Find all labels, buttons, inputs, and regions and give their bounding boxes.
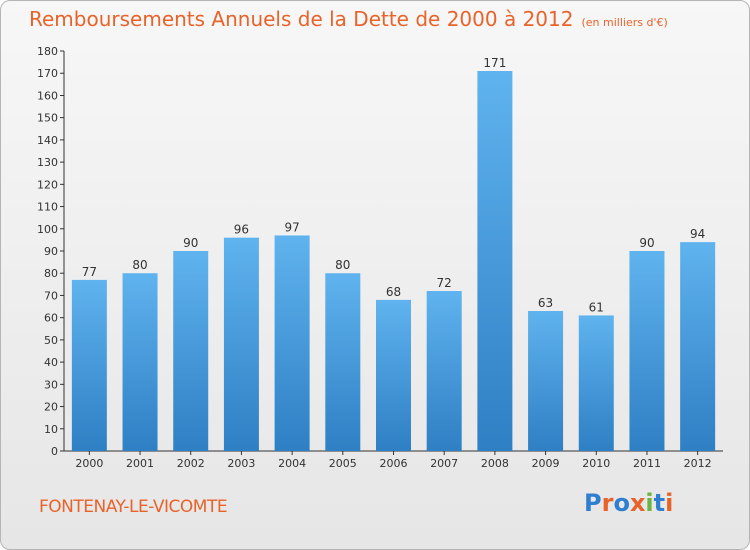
bar-value-label: 90: [639, 236, 654, 250]
bar: [376, 299, 411, 451]
logo-letter: i: [665, 489, 674, 517]
bar-value-label: 61: [589, 300, 604, 314]
y-tick-label: 160: [37, 89, 58, 102]
title-unit: (en milliers d'€): [581, 16, 668, 29]
bar: [223, 237, 259, 451]
y-tick-label: 110: [37, 201, 58, 214]
bar: [122, 273, 158, 451]
bar: [173, 251, 209, 451]
x-tick-label: 2009: [532, 457, 560, 470]
x-tick-label: 2011: [633, 457, 661, 470]
y-tick-label: 100: [37, 223, 58, 236]
bar: [477, 71, 513, 451]
x-tick-label: 2002: [177, 457, 205, 470]
y-tick-label: 0: [51, 445, 58, 458]
y-tick-label: 80: [44, 267, 58, 280]
x-tick-label: 2012: [684, 457, 712, 470]
bar-value-label: 94: [690, 227, 705, 241]
bar: [426, 291, 462, 451]
y-tick-label: 40: [44, 356, 58, 369]
logo-letter: o: [613, 489, 630, 517]
logo-letter: x: [629, 489, 646, 517]
y-tick-label: 150: [37, 112, 58, 125]
bar: [578, 315, 614, 451]
chart-title: Remboursements Annuels de la Dette de 20…: [29, 7, 668, 31]
bar-value-label: 72: [437, 276, 452, 290]
y-tick-label: 70: [44, 289, 58, 302]
y-tick-label: 60: [44, 312, 58, 325]
y-tick-label: 130: [37, 156, 58, 169]
bar-value-label: 68: [386, 285, 401, 299]
y-tick-label: 180: [37, 45, 58, 58]
y-tick-label: 20: [44, 401, 58, 414]
x-tick-label: 2004: [278, 457, 306, 470]
proxiti-logo: Proxiti: [584, 489, 673, 517]
logo-letter: P: [584, 489, 602, 517]
x-tick-label: 2010: [582, 457, 610, 470]
x-tick-label: 2005: [329, 457, 357, 470]
title-text: Remboursements Annuels de la Dette de 20…: [29, 7, 574, 31]
x-tick-label: 2003: [227, 457, 255, 470]
bar: [71, 279, 107, 451]
x-tick-label: 2008: [481, 457, 509, 470]
x-tick-label: 2006: [380, 457, 408, 470]
bar-value-label: 97: [284, 220, 299, 234]
bar-value-label: 171: [483, 56, 506, 70]
y-tick-label: 120: [37, 178, 58, 191]
bar: [528, 311, 564, 451]
bar-value-label: 96: [234, 223, 249, 237]
y-tick-label: 90: [44, 245, 58, 258]
y-tick-label: 140: [37, 134, 58, 147]
y-tick-label: 170: [37, 67, 58, 80]
bar: [274, 235, 310, 451]
bar-value-label: 63: [538, 296, 553, 310]
bar-value-label: 80: [335, 258, 350, 272]
x-tick-label: 2007: [430, 457, 458, 470]
commune-name: FONTENAY-LE-VICOMTE: [39, 497, 228, 517]
bar: [680, 242, 716, 451]
y-tick-label: 50: [44, 334, 58, 347]
logo-letter: i: [645, 489, 654, 517]
bar-value-label: 80: [132, 258, 147, 272]
logo-letter: r: [601, 489, 614, 517]
x-tick-label: 2000: [75, 457, 103, 470]
y-tick-label: 10: [44, 423, 58, 436]
logo-letter: t: [653, 489, 666, 517]
y-tick-label: 30: [44, 378, 58, 391]
bar: [325, 273, 361, 451]
bar-value-label: 77: [82, 265, 97, 279]
bar: [629, 251, 665, 451]
x-tick-label: 2001: [126, 457, 154, 470]
bar-value-label: 90: [183, 236, 198, 250]
